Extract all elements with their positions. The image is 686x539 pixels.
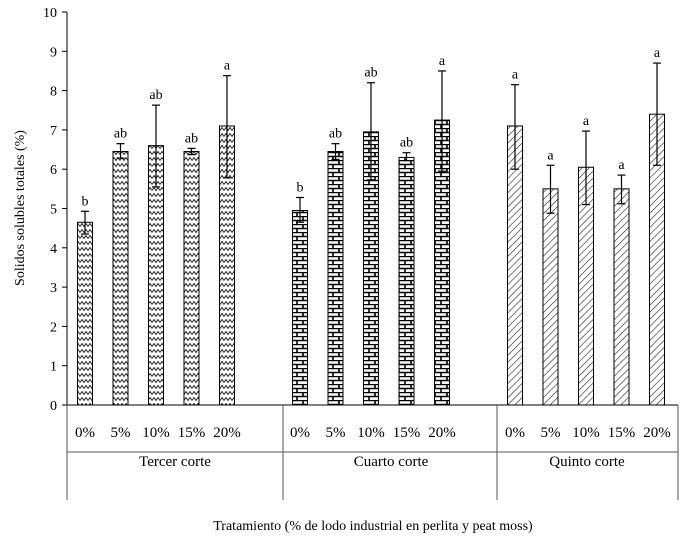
group-label: Tercer corte (139, 454, 211, 470)
y-tick-label: 3 (50, 281, 57, 296)
significance-letter: a (583, 114, 590, 129)
bar (398, 156, 415, 406)
x-category-label: 15% (178, 425, 206, 441)
group-label: Cuarto corte (354, 454, 429, 470)
y-tick-label: 5 (50, 203, 57, 218)
x-category-label: 5% (111, 425, 131, 441)
group-label: Quinto corte (549, 454, 625, 470)
significance-letter: ab (364, 66, 377, 81)
significance-letter: a (547, 148, 554, 163)
y-tick-label: 4 (50, 242, 57, 257)
group-labels: Tercer corte Cuarto corte Quinto corte (139, 454, 625, 470)
significance-letter: ab (185, 131, 198, 146)
x-category-label: 20% (643, 425, 671, 441)
x-axis-label: Tratamiento (% de lodo industrial en per… (213, 519, 533, 534)
x-category-label: 15% (393, 425, 421, 441)
significance-letter: a (512, 68, 519, 83)
x-category-labels: 0% 5% 10% 15% 20% 0% 5% 10% 15% 20% 0% 5% 10% 15% 20% (75, 425, 671, 441)
significance-letter: b (297, 180, 304, 195)
x-category-label: 5% (541, 425, 561, 441)
y-tick-label: 10 (43, 6, 57, 21)
y-ticks: 0 1 2 3 4 5 6 7 8 9 10 (43, 6, 67, 414)
y-axis-label: Solidos solubles totales (%) (13, 130, 28, 286)
x-category-label: 0% (505, 425, 525, 441)
significance-letter: ab (149, 88, 162, 103)
y-tick-label: 6 (50, 163, 57, 178)
y-tick-label: 0 (50, 399, 57, 414)
x-category-label: 0% (75, 425, 95, 441)
x-category-label: 15% (608, 425, 636, 441)
x-category-label: 0% (290, 425, 310, 441)
significance-letter: ab (114, 127, 127, 142)
bar (327, 151, 344, 406)
bar (613, 188, 630, 406)
x-category-label: 20% (213, 425, 241, 441)
x-category-label: 10% (357, 425, 385, 441)
significance-letter: ab (329, 127, 342, 142)
x-category-label: 20% (428, 425, 456, 441)
x-category-label: 5% (326, 425, 346, 441)
group-dividers (66, 405, 679, 500)
y-tick-label: 9 (50, 45, 57, 60)
bar (292, 209, 308, 406)
significance-letter: b (82, 194, 89, 209)
bar (77, 221, 93, 406)
significance-letter: ab (400, 136, 413, 151)
y-tick-label: 2 (50, 320, 57, 335)
significance-letter: a (224, 59, 231, 74)
y-tick-label: 8 (50, 85, 57, 100)
bar (542, 188, 559, 406)
y-tick-label: 7 (50, 124, 57, 139)
x-category-label: 10% (572, 425, 600, 441)
bar (112, 151, 129, 406)
significance-letter: a (439, 54, 446, 69)
x-category-label: 10% (142, 425, 170, 441)
significance-letter: a (618, 158, 625, 173)
y-tick-label: 1 (50, 360, 57, 375)
bar (183, 151, 200, 406)
significance-letter: a (654, 46, 661, 61)
